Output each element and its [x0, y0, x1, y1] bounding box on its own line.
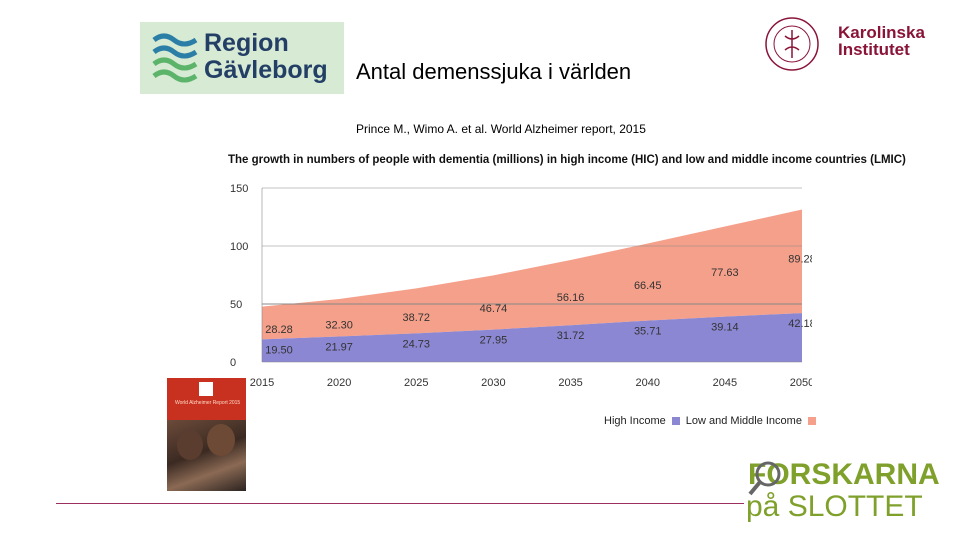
footer-divider [56, 503, 744, 504]
x-tick-label: 2025 [404, 377, 428, 389]
data-label-high: 35.71 [634, 326, 662, 338]
x-tick-label: 2040 [635, 377, 659, 389]
data-label-lmic: 46.74 [480, 303, 508, 315]
report-face-2 [207, 424, 235, 456]
data-label-high: 42.18 [788, 318, 812, 330]
report-cover-text: World Alzheimer Report 2015 [175, 400, 241, 406]
data-label-lmic: 38.72 [403, 312, 431, 324]
data-label-high: 24.73 [403, 338, 431, 350]
x-tick-label: 2015 [250, 377, 274, 389]
report-face-1 [177, 430, 203, 460]
data-label-lmic: 89.28 [788, 253, 812, 265]
region-line1: Region [204, 29, 289, 57]
region-line2: Gävleborg [204, 56, 328, 84]
slide-title: Antal demenssjuka i världen [356, 59, 632, 84]
chart-legend: High Income Low and Middle Income [604, 415, 816, 427]
data-label-high: 27.95 [480, 335, 508, 347]
world-alzheimer-report-cover: World Alzheimer Report 2015 [167, 378, 246, 491]
data-label-high: 21.97 [325, 342, 353, 354]
report-photo [167, 420, 246, 491]
region-gavleborg-logo: Region Gävleborg [140, 22, 344, 94]
data-label-lmic: 32.30 [325, 320, 353, 332]
region-brand-text: Region Gävleborg [204, 30, 328, 84]
magnifier-handle [748, 480, 762, 496]
forskarna-pa-slottet-logo: FORSKARNA på SLOTTET [746, 458, 940, 523]
ki-line2: Institutet [838, 40, 910, 59]
karolinska-seal-icon [765, 17, 819, 71]
legend-label-high: High Income [604, 415, 666, 427]
magnifier-icon [755, 461, 781, 487]
area-high-income [262, 313, 802, 362]
x-tick-label: 2035 [558, 377, 582, 389]
legend-label-lmic: Low and Middle Income [685, 415, 802, 427]
data-label-lmic: 77.63 [711, 267, 739, 279]
data-label-lmic: 56.16 [557, 292, 585, 304]
legend-swatch-high [671, 417, 680, 425]
legend-swatch-lmic [807, 417, 816, 425]
dementia-area-chart: 150 100 50 0 2015 19.50 28.28 2020 21.97 32.30 202… [230, 183, 812, 389]
data-label-high: 31.72 [557, 330, 585, 342]
chart-title: The growth in numbers of people with dem… [228, 154, 906, 166]
x-tick-label: 2050 [790, 377, 812, 389]
data-label-high: 19.50 [265, 344, 293, 356]
y-tick-label: 100 [230, 241, 248, 253]
area-lmic [262, 209, 802, 340]
x-tick-label: 2020 [327, 377, 351, 389]
x-tick-label: 2045 [713, 377, 737, 389]
y-tick-label: 150 [230, 183, 248, 195]
ki-line1: Karolinska [838, 23, 925, 42]
forskarna-line1: FORSKARNA [748, 458, 940, 491]
data-label-lmic: 28.28 [265, 324, 293, 336]
citation: Prince M., Wimo A. et al. World Alzheime… [356, 122, 646, 136]
region-waves-icon [152, 33, 198, 83]
report-logo-icon [199, 382, 213, 396]
data-label-lmic: 66.45 [634, 280, 662, 292]
data-label-high: 39.14 [711, 322, 739, 334]
karolinska-logo-text: Karolinska Institutet [838, 24, 925, 58]
y-tick-label: 50 [230, 299, 242, 311]
y-tick-label: 0 [230, 357, 236, 369]
x-tick-label: 2030 [481, 377, 505, 389]
forskarna-line2: på SLOTTET [746, 490, 923, 523]
